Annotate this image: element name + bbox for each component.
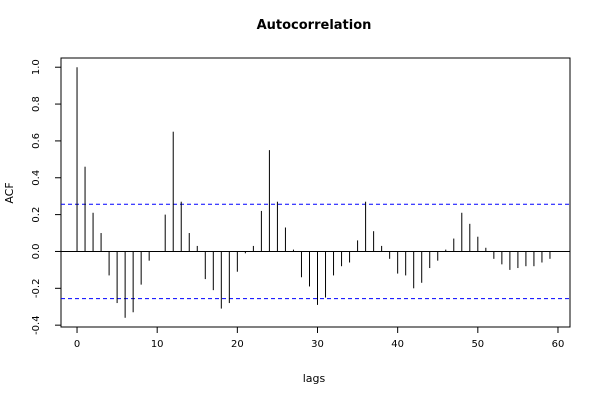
x-tick-label: 20 [231, 339, 244, 350]
plot-area: 0 10 20 30 40 50 60 -0.4 -0.2 0.0 0.2 0.4 0.6 0.8 1.0 [31, 57, 571, 350]
y-tick-label: -0.4 [31, 315, 42, 335]
y-tick-label: 0.0 [31, 244, 42, 260]
plot-frame [60, 57, 571, 328]
x-tick-label: 60 [552, 339, 565, 350]
x-tick-label: 30 [311, 339, 324, 350]
y-tick-label: 1.0 [31, 59, 42, 75]
y-tick-label: 0.6 [31, 133, 42, 149]
y-tick-label: -0.2 [31, 279, 42, 299]
x-tick-label: 40 [391, 339, 404, 350]
x-tick-label: 0 [74, 339, 80, 350]
y-axis-label: ACF [3, 182, 16, 203]
y-tick-label: 0.2 [31, 207, 42, 223]
x-axis-label: lags [303, 372, 326, 385]
x-tick-label: 10 [151, 339, 164, 350]
y-tick-label: 0.4 [31, 170, 42, 186]
x-tick-label: 50 [471, 339, 484, 350]
y-tick-label: 0.8 [31, 96, 42, 112]
chart-title: Autocorrelation [257, 18, 372, 33]
